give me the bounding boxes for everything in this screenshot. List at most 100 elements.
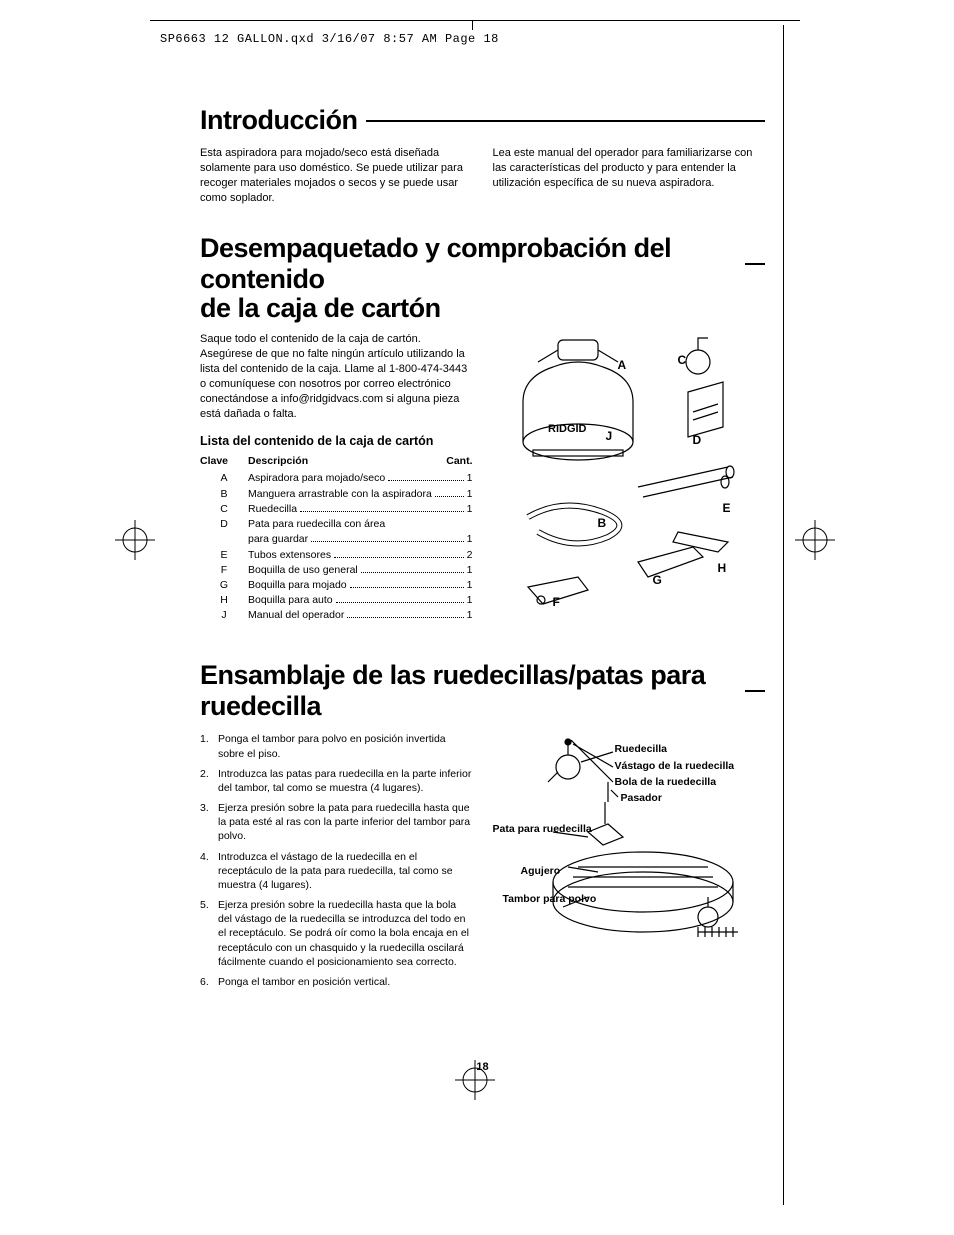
- step-num: 6.: [200, 975, 218, 989]
- cell-desc: Boquilla de uso general: [248, 563, 358, 578]
- fig-label-A: A: [618, 357, 627, 373]
- table-row: AAspiradora para mojado/seco 1: [200, 471, 473, 486]
- table-row: ETubos extensores 2: [200, 548, 473, 563]
- step-text: Ejerza presión sobre la pata para ruedec…: [218, 801, 473, 844]
- cell-key: E: [200, 548, 248, 563]
- step-text: Ponga el tambor para polvo en posición i…: [218, 732, 473, 760]
- fig-label-B: B: [598, 515, 607, 531]
- svg-text:RIDGID: RIDGID: [548, 423, 587, 435]
- step-num: 2.: [200, 767, 218, 795]
- th-qty: Cant.: [433, 454, 473, 468]
- step-num: 3.: [200, 801, 218, 844]
- section-assembly: Ensamblaje de las ruedecillas/patas para…: [200, 660, 765, 995]
- figure-contents: RIDGID A C D J E B H G F: [493, 332, 753, 632]
- fig-label-C: C: [678, 352, 687, 368]
- heading-unpack: Desempaquetado y comprobación del conten…: [200, 233, 765, 322]
- file-slug: SP6663 12 GALLON.qxd 3/16/07 8:57 AM Pag…: [160, 32, 499, 46]
- list-item: 3.Ejerza presión sobre la pata para rued…: [200, 801, 473, 844]
- intro-col1: Esta aspiradora para mojado/seco está di…: [200, 146, 473, 205]
- lbl-ruedecilla: Ruedecilla: [615, 742, 668, 756]
- step-text: Introduzca el vástago de la ruedecilla e…: [218, 850, 473, 893]
- th-desc: Descripción: [248, 454, 433, 468]
- crop-mark-top-tick: [472, 20, 473, 30]
- table-header: Clave Descripción Cant.: [200, 454, 473, 468]
- fig-label-J: J: [606, 428, 613, 444]
- unpack-figure: RIDGID A C D J E B H G F: [493, 332, 766, 632]
- registration-mark-left: [115, 520, 155, 560]
- cell-key: A: [200, 471, 248, 486]
- lbl-pata: Pata para ruedecilla: [493, 822, 553, 836]
- fig-label-D: D: [693, 432, 702, 448]
- page-number: 18: [200, 1061, 765, 1073]
- list-title: Lista del contenido de la caja de cartón: [200, 433, 473, 450]
- cell-key: J: [200, 608, 248, 623]
- th-key: Clave: [200, 454, 248, 468]
- heading-rule: [366, 120, 766, 122]
- list-item: 4.Introduzca el vástago de la ruedecilla…: [200, 850, 473, 893]
- heading-assembly: Ensamblaje de las ruedecillas/patas para…: [200, 660, 765, 722]
- cell-qty: 1: [467, 532, 473, 547]
- step-num: 1.: [200, 732, 218, 760]
- cell-qty: 1: [467, 471, 473, 486]
- table-row: HBoquilla para auto1: [200, 593, 473, 608]
- heading-unpack-line2: de la caja de cartón: [200, 295, 765, 322]
- step-num: 4.: [200, 850, 218, 893]
- cell-qty: 1: [467, 578, 473, 593]
- table-row: GBoquilla para mojado 1: [200, 578, 473, 593]
- crop-mark-right: [783, 25, 784, 1205]
- fig-label-E: E: [723, 500, 731, 516]
- cell-qty: 2: [467, 548, 473, 563]
- table-row: JManual del operador 1: [200, 608, 473, 623]
- table-row: DPata para ruedecilla con área: [200, 517, 473, 532]
- cell-desc: Ruedecilla: [248, 502, 297, 517]
- cell-qty: 1: [467, 487, 473, 502]
- lbl-bola: Bola de la ruedecilla: [615, 775, 717, 789]
- fig-label-H: H: [718, 560, 727, 576]
- cell-desc: Tubos extensores: [248, 548, 331, 563]
- step-text: Introduzca las patas para ruedecilla en …: [218, 767, 473, 795]
- unpack-body: Saque todo el contenido de la caja de ca…: [200, 332, 473, 421]
- heading-intro: Introducción: [200, 105, 765, 136]
- assembly-steps: 1.Ponga el tambor para polvo en posición…: [200, 732, 473, 995]
- table-row: CRuedecilla 1: [200, 502, 473, 517]
- crop-mark-top: [150, 20, 800, 21]
- cell-key: F: [200, 563, 248, 578]
- cell-qty: 1: [467, 593, 473, 608]
- cell-desc: Pata para ruedecilla con área: [248, 517, 385, 532]
- cell-key: C: [200, 502, 248, 517]
- lbl-pasador: Pasador: [621, 791, 662, 805]
- cell-desc: Manual del operador: [248, 608, 344, 623]
- step-text: Ejerza presión sobre la ruedecilla hasta…: [218, 898, 473, 969]
- step-num: 5.: [200, 898, 218, 969]
- table-row: para guardar 1: [200, 532, 473, 547]
- figure-casters: Ruedecilla Vástago de la ruedecilla Bola…: [493, 732, 753, 972]
- unpack-left-col: Saque todo el contenido de la caja de ca…: [200, 332, 473, 632]
- cell-qty: 1: [467, 608, 473, 623]
- section-intro: Introducción Esta aspiradora para mojado…: [200, 105, 765, 205]
- table-row: BManguera arrastrable con la aspiradora1: [200, 487, 473, 502]
- heading-unpack-line1: Desempaquetado y comprobación del conten…: [200, 233, 757, 295]
- fig-label-F: F: [553, 594, 560, 610]
- table-row: FBoquilla de uso general 1: [200, 563, 473, 578]
- lbl-vastago: Vástago de la ruedecilla: [615, 759, 735, 773]
- heading-assembly-text: Ensamblaje de las ruedecillas/patas para…: [200, 660, 757, 722]
- parts-table: AAspiradora para mojado/seco1BManguera a…: [200, 471, 473, 623]
- page-content: Introducción Esta aspiradora para mojado…: [200, 105, 765, 1023]
- lbl-tambor: Tambor para polvo: [503, 892, 563, 906]
- list-item: 6.Ponga el tambor en posición vertical.: [200, 975, 473, 989]
- cell-desc: Aspiradora para mojado/seco: [248, 471, 385, 486]
- assembly-figure: Ruedecilla Vástago de la ruedecilla Bola…: [493, 732, 766, 995]
- lbl-agujero: Agujero: [521, 864, 561, 878]
- cell-qty: 1: [467, 502, 473, 517]
- heading-intro-text: Introducción: [200, 105, 358, 136]
- registration-mark-right: [795, 520, 835, 560]
- list-item: 5.Ejerza presión sobre la ruedecilla has…: [200, 898, 473, 969]
- cell-key: D: [200, 517, 248, 532]
- fig-label-G: G: [653, 572, 662, 588]
- cell-desc: para guardar: [248, 532, 308, 547]
- cell-qty: 1: [467, 563, 473, 578]
- list-item: 1.Ponga el tambor para polvo en posición…: [200, 732, 473, 760]
- cell-desc: Boquilla para mojado: [248, 578, 347, 593]
- cell-key: B: [200, 487, 248, 502]
- cell-key: G: [200, 578, 248, 593]
